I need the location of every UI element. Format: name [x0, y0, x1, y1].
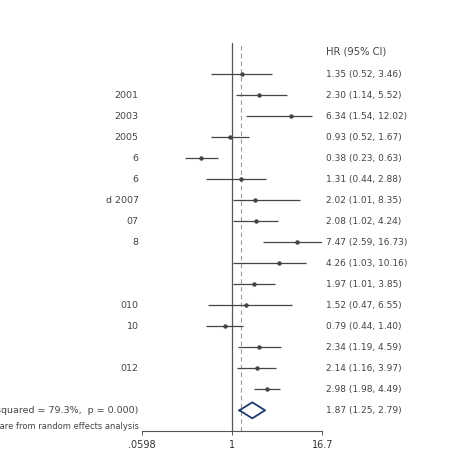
Text: 8: 8: [133, 238, 138, 247]
Text: 6: 6: [133, 175, 138, 184]
Text: 2.14 (1.16, 3.97): 2.14 (1.16, 3.97): [326, 364, 401, 373]
Text: squared = 79.3%,  p = 0.000): squared = 79.3%, p = 0.000): [0, 406, 138, 415]
Text: 7.47 (2.59, 16.73): 7.47 (2.59, 16.73): [326, 238, 407, 247]
Text: 2.34 (1.19, 4.59): 2.34 (1.19, 4.59): [326, 343, 401, 352]
Text: 1.31 (0.44, 2.88): 1.31 (0.44, 2.88): [326, 175, 401, 184]
Text: 6: 6: [133, 154, 138, 163]
Text: 012: 012: [120, 364, 138, 373]
Text: 010: 010: [120, 301, 138, 310]
Text: 4.26 (1.03, 10.16): 4.26 (1.03, 10.16): [326, 259, 407, 268]
Text: 6.34 (1.54, 12.02): 6.34 (1.54, 12.02): [326, 112, 407, 121]
Text: 2003: 2003: [115, 112, 138, 121]
Text: 2.02 (1.01, 8.35): 2.02 (1.01, 8.35): [326, 196, 401, 205]
Text: d 2007: d 2007: [106, 196, 138, 205]
Text: 0.79 (0.44, 1.40): 0.79 (0.44, 1.40): [326, 322, 401, 331]
Text: 1.35 (0.52, 3.46): 1.35 (0.52, 3.46): [326, 70, 401, 79]
Text: 2001: 2001: [115, 91, 138, 100]
Text: 2.98 (1.98, 4.49): 2.98 (1.98, 4.49): [326, 385, 401, 394]
Polygon shape: [239, 402, 265, 419]
Text: 1.52 (0.47, 6.55): 1.52 (0.47, 6.55): [326, 301, 401, 310]
Text: 0.38 (0.23, 0.63): 0.38 (0.23, 0.63): [326, 154, 401, 163]
Text: HR (95% CI): HR (95% CI): [326, 46, 386, 56]
Text: 07: 07: [127, 217, 138, 226]
Text: 2.08 (1.02, 4.24): 2.08 (1.02, 4.24): [326, 217, 401, 226]
Text: 10: 10: [127, 322, 138, 331]
Text: 1.87 (1.25, 2.79): 1.87 (1.25, 2.79): [326, 406, 401, 415]
Text: 1.97 (1.01, 3.85): 1.97 (1.01, 3.85): [326, 280, 402, 289]
Text: 2005: 2005: [115, 133, 138, 142]
Text: eights are from random effects analysis: eights are from random effects analysis: [0, 421, 138, 430]
Text: 0.93 (0.52, 1.67): 0.93 (0.52, 1.67): [326, 133, 401, 142]
Text: 2.30 (1.14, 5.52): 2.30 (1.14, 5.52): [326, 91, 401, 100]
